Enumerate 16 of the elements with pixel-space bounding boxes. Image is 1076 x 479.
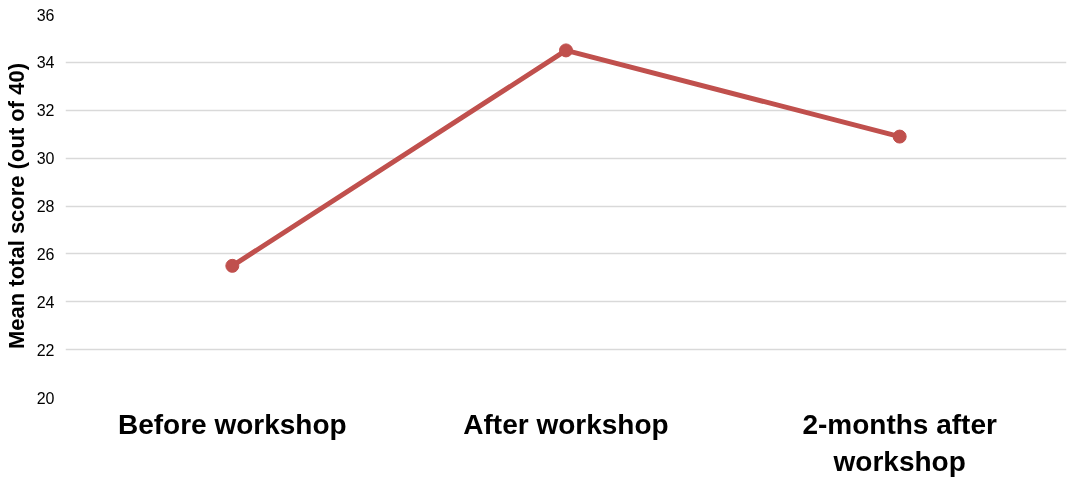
y-tick-label: 26 [36,245,55,263]
x-tick-label: Before workshop [117,408,347,440]
y-tick-label: 34 [36,54,55,72]
y-tick-label: 28 [36,198,55,215]
point [892,129,907,144]
y-tick-label: 30 [36,150,55,168]
y-axis-title: Mean total score (out of 40) [3,62,29,350]
point [559,43,573,58]
x-tick-label: After workshop [463,408,669,440]
y-tick-label: 32 [36,102,55,120]
point [225,258,240,273]
y-tick-label: 24 [36,293,55,311]
y-tick-label: 22 [36,341,55,359]
x-tick-label: 2-months after workshop [802,408,997,477]
y-tick-label: 36 [36,6,55,24]
y-tick-label: 20 [36,389,55,407]
